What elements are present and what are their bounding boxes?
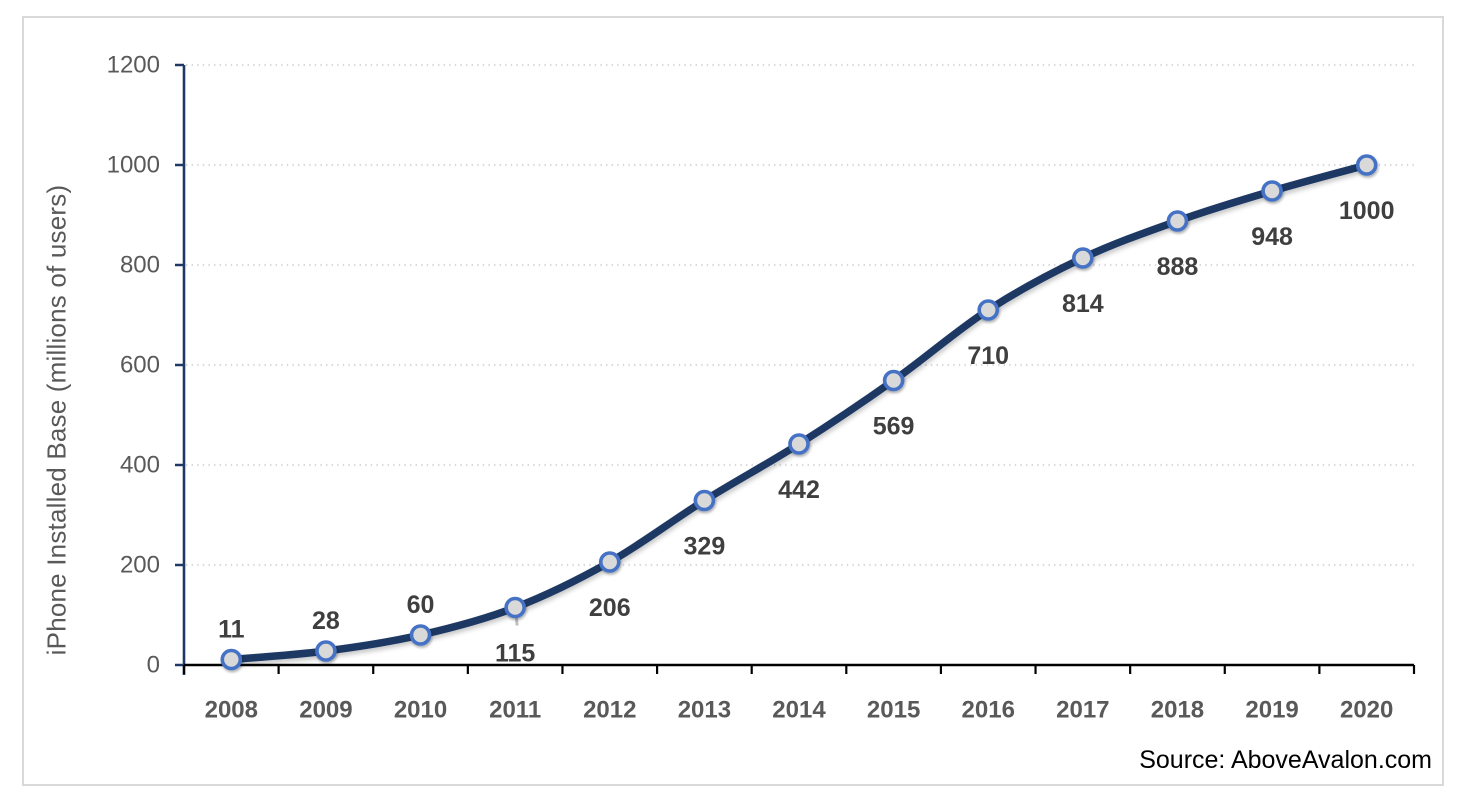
x-tick-label-2019: 2019	[1245, 697, 1298, 724]
data-point-2013	[693, 489, 716, 512]
axes	[175, 63, 1416, 675]
data-label-2012: 206	[589, 594, 631, 622]
labels: 0 200 400 600 800 1000 1200 2008 2009 2010 2011 201…	[107, 52, 1395, 724]
data-point-2011	[504, 596, 526, 619]
x-tick-label-2018: 2018	[1151, 697, 1204, 724]
x-tick-label-2016: 2016	[962, 697, 1015, 724]
data-point-2017	[1072, 247, 1094, 269]
data-point-2010	[409, 624, 432, 646]
x-tick-label-2014: 2014	[772, 697, 826, 724]
y-tick-label-800: 800	[120, 252, 160, 279]
data-label-2020: 1000	[1339, 197, 1395, 225]
data-point-2020	[1355, 154, 1378, 176]
x-tick-label-2009: 2009	[299, 697, 352, 724]
data-label-2019: 948	[1251, 223, 1293, 251]
data-label-2016: 710	[967, 342, 1009, 370]
data-point-2012	[598, 551, 621, 573]
x-tick-label-2017: 2017	[1056, 697, 1109, 724]
x-tick-label-2012: 2012	[583, 697, 636, 724]
x-tick-label-2010: 2010	[394, 697, 447, 724]
series-line	[227, 161, 1371, 664]
y-tick-label-1200: 1200	[107, 52, 160, 79]
x-tick-label-2020: 2020	[1340, 697, 1393, 724]
data-label-2010: 60	[407, 591, 435, 619]
data-label-2017: 814	[1062, 290, 1104, 318]
data-label-2008: 11	[218, 616, 245, 644]
data-point-2016	[977, 299, 1000, 321]
source-note: Source: AboveAvalon.com	[1139, 746, 1432, 774]
x-tick-label-2011: 2011	[489, 697, 541, 724]
y-tick-label-1000: 1000	[107, 152, 160, 179]
y-tick-label-200: 200	[120, 552, 160, 579]
data-point-2019	[1261, 180, 1283, 202]
data-label-2009: 28	[312, 607, 340, 635]
y-axis-title: iPhone Installed Base (millions of users…	[41, 184, 72, 656]
data-label-2014: 442	[778, 476, 820, 504]
x-tick-label-2008: 2008	[205, 697, 258, 724]
data-point-2008	[220, 648, 243, 671]
data-label-2018: 888	[1157, 253, 1199, 281]
data-label-2015: 569	[873, 413, 915, 441]
y-tick-label-600: 600	[120, 352, 160, 379]
x-tick-label-2013: 2013	[678, 697, 731, 724]
data-label-2011: 115	[495, 640, 535, 668]
data-label-2013: 329	[684, 533, 726, 561]
data-point-2014	[788, 433, 810, 455]
x-tick-label-2015: 2015	[867, 697, 920, 724]
data-point-2015	[882, 369, 905, 392]
data-series	[220, 154, 1378, 671]
y-tick-label-400: 400	[120, 452, 160, 479]
data-point-2018	[1166, 210, 1189, 232]
y-tick-label-0: 0	[147, 652, 160, 679]
data-point-2009	[315, 640, 337, 662]
